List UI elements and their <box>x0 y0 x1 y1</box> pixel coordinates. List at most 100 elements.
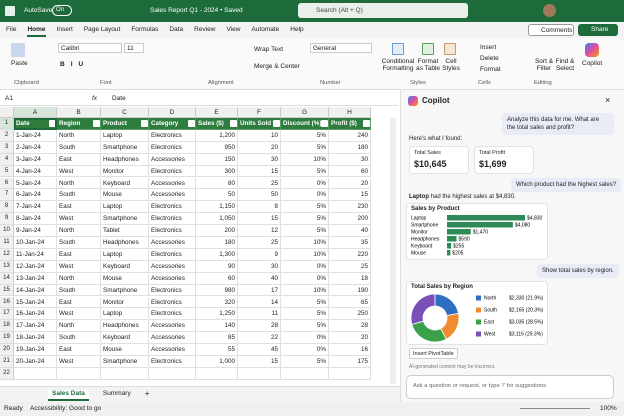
cell[interactable]: 6-Jan-24 <box>14 189 57 202</box>
cell[interactable]: 5% <box>281 356 329 368</box>
cell[interactable]: Mouse <box>101 189 149 202</box>
filter-button[interactable] <box>321 120 328 127</box>
row-header[interactable]: 1 <box>0 118 14 130</box>
cell[interactable]: 4-Jan-24 <box>14 165 57 178</box>
cell[interactable]: East <box>57 201 101 214</box>
cell[interactable]: 19-Jan-24 <box>14 344 57 356</box>
cell[interactable] <box>57 367 101 380</box>
row-header[interactable]: 6 <box>0 177 14 190</box>
zoom-slider[interactable] <box>520 408 590 409</box>
cell[interactable]: North <box>57 225 101 237</box>
cell[interactable]: 5% <box>281 141 329 154</box>
cell[interactable]: 0% <box>281 260 329 273</box>
cell[interactable]: 5% <box>281 320 329 333</box>
ribbon-tab[interactable]: View <box>226 26 241 33</box>
format-button[interactable]: Format <box>480 66 501 73</box>
merge-center-button[interactable]: Merge & Center <box>254 63 300 70</box>
cell[interactable]: 30 <box>238 260 281 273</box>
cell[interactable]: West <box>57 260 101 273</box>
row-header[interactable]: 3 <box>0 141 14 154</box>
cell[interactable]: 14-Jan-24 <box>14 284 57 297</box>
cell[interactable]: 22 <box>238 332 281 345</box>
filter-button[interactable] <box>49 120 56 127</box>
filter-button[interactable] <box>188 120 195 127</box>
cell[interactable]: Accessories <box>149 332 196 345</box>
row-header[interactable]: 12 <box>0 248 14 261</box>
filter-button[interactable] <box>363 120 370 127</box>
cell[interactable]: East <box>57 296 101 309</box>
cell[interactable]: 80 <box>196 177 238 190</box>
filter-button[interactable] <box>273 120 280 127</box>
cell[interactable]: 1-Jan-24 <box>14 129 57 142</box>
insert-pivot-button[interactable]: Insert PivotTable <box>409 348 458 359</box>
cell[interactable]: 0% <box>281 177 329 190</box>
cell[interactable]: 150 <box>196 153 238 166</box>
column-header[interactable]: E <box>196 107 238 118</box>
cell[interactable]: Headphones <box>101 237 149 249</box>
cell[interactable]: 250 <box>329 308 371 321</box>
autosave-toggle[interactable]: On <box>52 5 72 16</box>
cell[interactable]: 90 <box>196 260 238 273</box>
cell[interactable] <box>14 367 57 380</box>
cell[interactable]: 50 <box>238 189 281 202</box>
cell[interactable]: 1,050 <box>196 213 238 226</box>
cell[interactable]: Electronics <box>149 201 196 214</box>
row-header[interactable]: 16 <box>0 296 14 309</box>
cell[interactable]: 175 <box>329 356 371 368</box>
cell[interactable]: 5% <box>281 308 329 321</box>
cell[interactable]: 200 <box>196 225 238 237</box>
row-header[interactable]: 13 <box>0 260 14 273</box>
cell[interactable]: Electronics <box>149 308 196 321</box>
cell[interactable]: Smartphone <box>101 284 149 297</box>
cell[interactable]: 140 <box>196 320 238 333</box>
cell[interactable]: Tablet <box>101 225 149 237</box>
name-box[interactable]: A1 <box>5 95 13 102</box>
cell[interactable]: Headphones <box>101 320 149 333</box>
cell[interactable]: Electronics <box>149 296 196 309</box>
cell[interactable]: Accessories <box>149 153 196 166</box>
cell[interactable]: 5-Jan-24 <box>14 177 57 190</box>
cell[interactable]: 3-Jan-24 <box>14 153 57 166</box>
cell[interactable]: 17 <box>238 284 281 297</box>
close-button[interactable]: × <box>605 95 611 105</box>
cell[interactable]: 25 <box>238 237 281 249</box>
cell[interactable] <box>238 367 281 380</box>
cell[interactable]: 18-Jan-24 <box>14 332 57 345</box>
row-header[interactable]: 19 <box>0 332 14 345</box>
row-header[interactable]: 5 <box>0 165 14 178</box>
table-header-cell[interactable]: Profit ($) <box>329 118 371 130</box>
paste-button[interactable]: Paste <box>11 60 28 67</box>
cell[interactable]: West <box>57 356 101 368</box>
cell[interactable]: 40 <box>238 272 281 285</box>
cell[interactable]: 13-Jan-24 <box>14 272 57 285</box>
sheet-tab[interactable]: Sales Data <box>48 390 89 401</box>
cell[interactable]: 12 <box>238 225 281 237</box>
cell[interactable]: 1,250 <box>196 308 238 321</box>
cell[interactable]: 5% <box>281 225 329 237</box>
cell[interactable]: Headphones <box>101 153 149 166</box>
cell[interactable]: 190 <box>329 284 371 297</box>
cell[interactable]: Mouse <box>101 344 149 356</box>
cell[interactable]: Laptop <box>101 248 149 261</box>
cell[interactable]: North <box>57 272 101 285</box>
row-header[interactable]: 8 <box>0 201 14 214</box>
cell[interactable]: East <box>57 344 101 356</box>
cell[interactable]: Electronics <box>149 225 196 237</box>
column-header[interactable]: G <box>281 107 329 118</box>
cell[interactable]: West <box>57 213 101 226</box>
format-as-table-button[interactable]: Format as Table <box>415 58 441 72</box>
cell[interactable]: Accessories <box>149 237 196 249</box>
cell[interactable]: 10% <box>281 248 329 261</box>
cell[interactable]: 1,000 <box>196 356 238 368</box>
row-header[interactable]: 2 <box>0 129 14 142</box>
ribbon-tab[interactable]: Review <box>194 26 216 33</box>
cell[interactable]: 5% <box>281 213 329 226</box>
cell[interactable]: 15 <box>238 165 281 178</box>
cell[interactable]: East <box>57 153 101 166</box>
table-header-cell[interactable]: Discount (%) <box>281 118 329 130</box>
cell[interactable]: West <box>57 165 101 178</box>
ribbon-tab[interactable]: File <box>6 26 17 33</box>
sort-filter-button[interactable]: Sort & Filter <box>534 58 554 72</box>
cell[interactable] <box>281 367 329 380</box>
row-header[interactable]: 15 <box>0 284 14 297</box>
